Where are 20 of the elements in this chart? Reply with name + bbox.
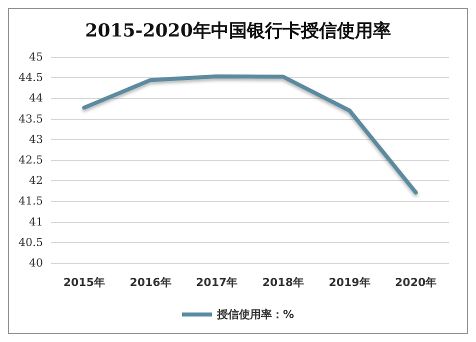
y-tick-label: 40.5 bbox=[18, 236, 43, 249]
y-tick-label: 45 bbox=[29, 50, 43, 64]
y-tick-label: 43 bbox=[29, 132, 43, 146]
y-tick-label: 44 bbox=[29, 92, 43, 105]
x-tick-label: 2018年 bbox=[262, 276, 304, 289]
y-tick-label: 41 bbox=[29, 215, 43, 228]
y-tick-label: 41.5 bbox=[18, 194, 43, 208]
x-tick-label: 2017年 bbox=[196, 276, 238, 289]
y-tick-label: 42.5 bbox=[18, 154, 43, 166]
x-tick-label: 2019年 bbox=[328, 276, 370, 289]
x-tick-label: 2016年 bbox=[130, 276, 172, 289]
y-tick-label: 44.5 bbox=[18, 71, 43, 84]
legend-label: 授信使用率：% bbox=[216, 308, 294, 321]
y-tick-label: 40 bbox=[29, 256, 43, 270]
y-tick-label: 42 bbox=[29, 174, 43, 188]
y-tick-label: 43.5 bbox=[18, 112, 43, 126]
chart-title: 2015-2020年中国银行卡授信使用率 bbox=[85, 20, 391, 42]
x-tick-label: 2020年 bbox=[395, 276, 437, 289]
line-series bbox=[82, 74, 418, 195]
x-tick-label: 2015年 bbox=[63, 276, 105, 289]
